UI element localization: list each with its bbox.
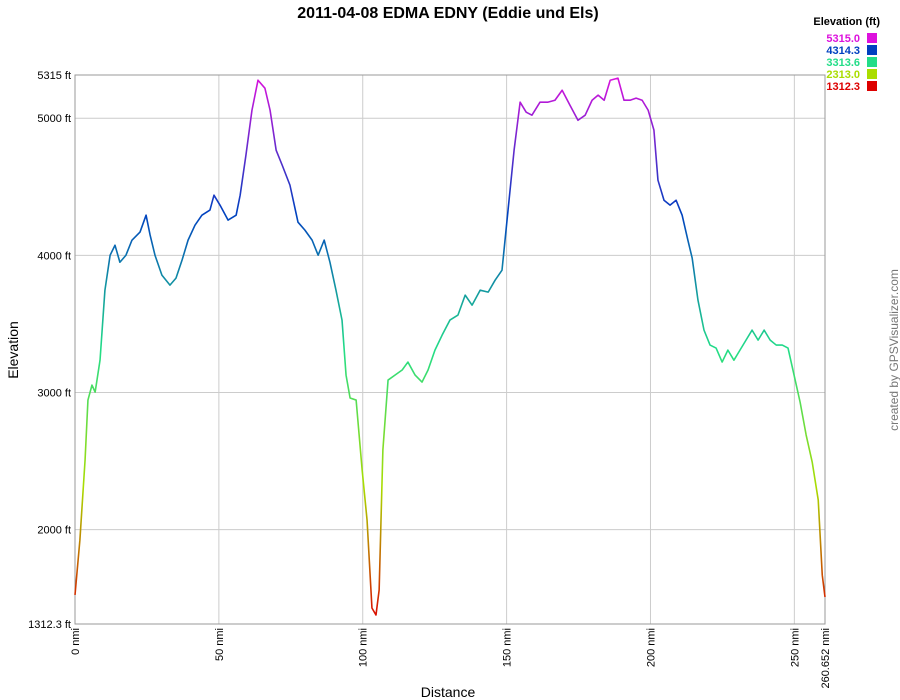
y-tick-label: 5315 ft xyxy=(37,70,71,82)
legend-label: 2313.0 xyxy=(826,69,860,81)
legend-label: 5315.0 xyxy=(826,33,860,45)
legend-label: 1312.3 xyxy=(826,81,860,93)
x-tick-label: 100 nmi xyxy=(358,628,370,667)
x-tick-label: 260.652 nmi xyxy=(820,628,832,689)
y-tick-label: 2000 ft xyxy=(37,525,71,537)
y-axis-title: Elevation xyxy=(5,321,21,379)
legend-swatch xyxy=(867,45,877,55)
x-tick-label: 250 nmi xyxy=(789,628,801,667)
elevation-line xyxy=(74,77,826,616)
x-tick-label: 200 nmi xyxy=(645,628,657,667)
chart-title: 2011-04-08 EDMA EDNY (Eddie und Els) xyxy=(297,5,598,22)
plot-border xyxy=(74,74,826,625)
y-tick-label: 5000 ft xyxy=(37,113,71,125)
legend-swatch xyxy=(867,57,877,67)
legend-swatch xyxy=(867,81,877,91)
legend-label: 3313.6 xyxy=(826,57,860,69)
legend-swatch xyxy=(867,69,877,79)
y-tick-label: 1312.3 ft xyxy=(28,619,71,631)
x-tick-label: 150 nmi xyxy=(502,628,514,667)
y-tick-label: 3000 ft xyxy=(37,388,71,400)
legend-label: 4314.3 xyxy=(826,45,860,57)
x-tick-label: 0 nmi xyxy=(70,628,82,655)
legend-title: Elevation (ft) xyxy=(813,16,880,28)
credit: created by GPSVisualizer.com xyxy=(887,269,900,431)
x-tick-label: 50 nmi xyxy=(214,628,226,661)
legend-swatch xyxy=(867,33,877,43)
x-axis-title: Distance xyxy=(421,684,476,700)
y-tick-label: 4000 ft xyxy=(37,250,71,262)
